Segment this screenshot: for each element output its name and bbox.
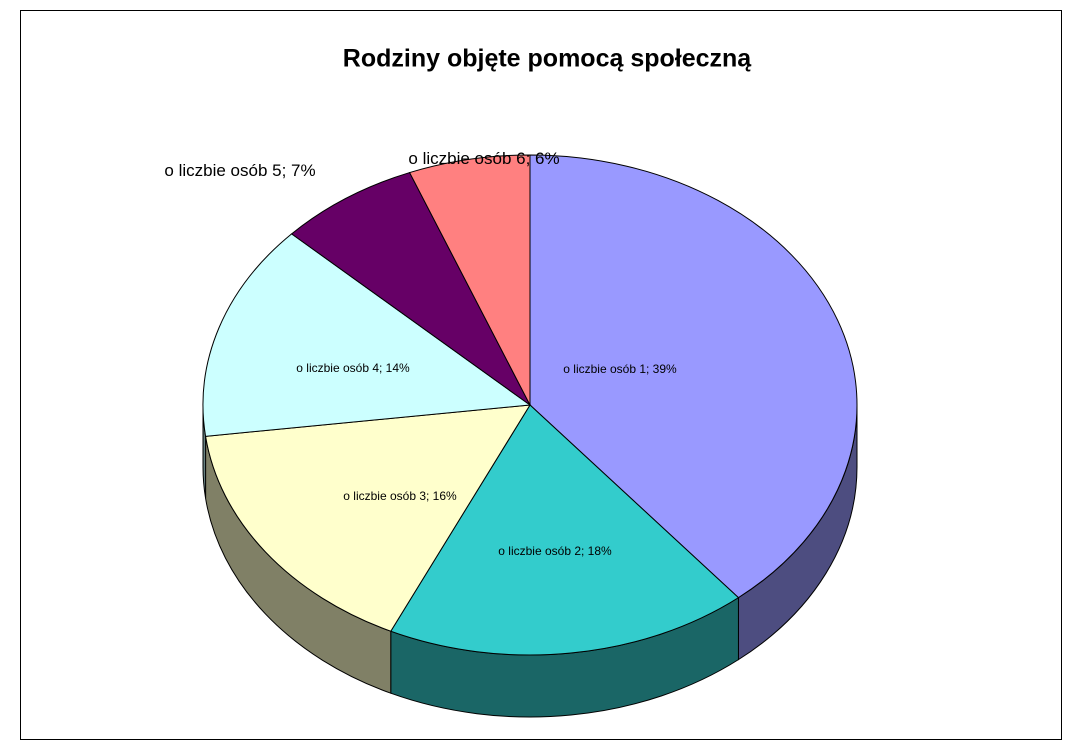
category-label: o liczbie osób 6 [408, 149, 525, 168]
data-label: o liczbie osób 6; 6% [408, 149, 559, 168]
data-label: o liczbie osób 2; 18% [498, 544, 612, 558]
value-label: ; 6% [526, 149, 560, 168]
value-label: ; 16% [426, 489, 457, 503]
pie-slice [202, 233, 532, 437]
category-label: o liczbie osób 3 [343, 489, 426, 503]
value-label: ; 7% [282, 161, 316, 180]
pie-slice [204, 404, 531, 632]
category-label: o liczbie osób 1 [563, 362, 646, 376]
chart-title: Rodziny objęte pomocą społeczną [343, 45, 752, 73]
category-label: o liczbie osób 5 [164, 161, 281, 180]
category-label: o liczbie osób 4 [296, 361, 379, 375]
pie-slice [290, 171, 531, 406]
value-label: ; 39% [646, 362, 677, 376]
pie-slice [529, 154, 858, 599]
category-label: o liczbie osób 2 [498, 544, 581, 558]
value-label: ; 14% [379, 361, 410, 375]
data-label: o liczbie osób 3; 16% [343, 489, 457, 503]
data-label: o liczbie osób 5; 7% [164, 161, 315, 180]
data-label: o liczbie osób 1; 39% [563, 362, 677, 376]
pie-slice [408, 154, 531, 406]
data-label: o liczbie osób 4; 14% [296, 361, 410, 375]
pie-slice [390, 404, 740, 656]
value-label: ; 18% [581, 544, 612, 558]
